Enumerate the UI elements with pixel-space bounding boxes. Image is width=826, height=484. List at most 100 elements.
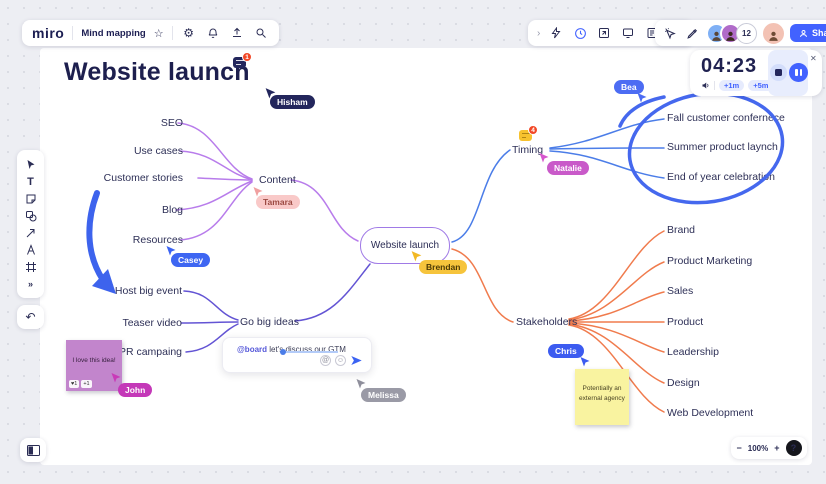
person-icon: [800, 29, 807, 37]
zoom-out-button[interactable]: −: [736, 443, 742, 453]
share-button[interactable]: Share: [790, 24, 826, 42]
user-cursor-melissa: [356, 379, 366, 389]
sticky-reactions: ♥1 +1: [69, 380, 92, 388]
cursor-name-pill: John: [118, 383, 153, 397]
user-cursor-tamara: [253, 187, 263, 197]
expand-chevron-icon[interactable]: ›: [537, 27, 541, 39]
pen-tool[interactable]: [23, 242, 38, 257]
cursor-name-pill: Melissa: [361, 388, 406, 402]
mindmap-node[interactable]: Summer product laynch: [667, 141, 778, 153]
user-cursor-hisham: [265, 88, 276, 99]
timer-clock-icon[interactable]: [572, 25, 588, 41]
board-name[interactable]: Mind mapping: [81, 27, 146, 39]
reaction-chip[interactable]: ♥1: [69, 380, 80, 388]
timer-widget: 04:23 +1m +5m ✕: [690, 50, 822, 96]
comment-mention: @board: [237, 345, 268, 354]
undo-icon: ↶: [25, 310, 36, 324]
select-cursor-tool[interactable]: [23, 157, 38, 172]
timing-comment-icon[interactable]: [519, 130, 532, 141]
avatar-stack[interactable]: 12: [706, 22, 757, 44]
mindmap-node[interactable]: Teaser video: [122, 317, 182, 329]
comment-body: let's discuss our GTM: [267, 345, 346, 354]
mindmap-center-node[interactable]: Website launch: [360, 227, 450, 264]
presentation-icon[interactable]: [620, 25, 636, 41]
settings-gear-icon[interactable]: ⚙: [183, 26, 194, 40]
mindmap-node-content[interactable]: Content: [259, 174, 296, 186]
cursor-name-pill: Natalie: [547, 161, 589, 175]
mindmap-node[interactable]: Blog: [161, 204, 183, 216]
frame-tool[interactable]: [23, 259, 38, 274]
miro-logo[interactable]: miro: [32, 25, 65, 41]
mindmap-node[interactable]: Customer stories: [103, 172, 183, 184]
mindmap-node[interactable]: Design: [667, 377, 700, 389]
mindmap-node[interactable]: Resources: [132, 234, 183, 246]
timer-add-5m-button[interactable]: +5m: [748, 80, 774, 91]
mindmap-node[interactable]: Fall customer confernece: [667, 112, 785, 124]
cursor-name-pill: Casey: [171, 253, 211, 267]
shapes-tool[interactable]: [23, 208, 38, 223]
laser-pointer-icon[interactable]: [662, 25, 678, 41]
mindmap-node[interactable]: Product: [667, 316, 704, 328]
timer-close-icon[interactable]: ✕: [810, 54, 817, 63]
send-icon[interactable]: [350, 354, 363, 367]
comment-draft-text[interactable]: @board let's discuss our GTM: [237, 345, 346, 354]
cursor-name-pill: Bea: [614, 80, 644, 94]
zoom-in-button[interactable]: +: [774, 443, 780, 453]
mindmap-node[interactable]: Sales: [667, 285, 694, 297]
frame-export-icon[interactable]: [596, 25, 612, 41]
mindmap-node[interactable]: SEO: [160, 117, 183, 129]
sticky-note-text: Potentially an external agency: [579, 385, 625, 402]
emoji-icon[interactable]: ☺: [335, 355, 346, 366]
arrow-connector-tool[interactable]: [23, 225, 38, 240]
avatar-current-user[interactable]: [763, 22, 784, 44]
sticky-note-tool[interactable]: [23, 191, 38, 206]
collaborators-count[interactable]: 12: [736, 22, 757, 44]
mindmap-node[interactable]: Use cases: [133, 145, 183, 157]
sticky-note-yellow[interactable]: Potentially an external agency: [575, 369, 629, 425]
mindmap-node[interactable]: PR campaing: [118, 346, 182, 358]
mindmap-node-go-big-ideas[interactable]: Go big ideas: [240, 316, 299, 328]
mindmap-node[interactable]: Leadership: [667, 346, 719, 358]
notifications-bell-icon[interactable]: [205, 25, 221, 41]
toolbar-divider: [72, 26, 74, 40]
timer-pause-button[interactable]: [789, 63, 808, 82]
comment-input-card[interactable]: @board let's discuss our GTM @ ☺: [222, 337, 372, 373]
frames-panel-icon: [26, 444, 40, 456]
favorite-star-icon[interactable]: ☆: [153, 27, 164, 40]
mention-icon[interactable]: @: [320, 355, 331, 366]
pen-marker-icon[interactable]: [684, 25, 700, 41]
user-cursor-casey: [166, 246, 176, 256]
timer-time: 04:23: [701, 55, 758, 77]
reaction-chip[interactable]: +1: [81, 380, 92, 388]
timing-comment-badge: 4: [528, 125, 538, 135]
sticky-note-purple[interactable]: I love this idea! ♥1 +1: [66, 340, 122, 391]
user-cursor-john: [111, 373, 121, 383]
comment-bubble-icon[interactable]: [233, 57, 246, 68]
export-icon[interactable]: [229, 25, 245, 41]
mindmap-node[interactable]: Web Development: [667, 407, 754, 419]
mindmap-node[interactable]: Product Marketing: [667, 255, 753, 267]
timer-stop-button[interactable]: [770, 64, 787, 81]
mindmap-node[interactable]: Brand: [667, 224, 696, 236]
frames-panel-button[interactable]: [20, 438, 46, 462]
timer-add-1m-button[interactable]: +1m: [719, 80, 745, 91]
mindmap-node-timing[interactable]: Timing: [512, 144, 544, 156]
quick-actions-bolt-icon[interactable]: [548, 25, 564, 41]
board-title[interactable]: Website launch: [64, 58, 250, 86]
toolbar-divider: [171, 26, 173, 40]
mindmap-node[interactable]: Host big event: [114, 285, 182, 297]
mindmap-node[interactable]: End of year celebration: [667, 171, 775, 183]
sound-icon[interactable]: [701, 81, 710, 90]
more-tools[interactable]: »: [27, 278, 33, 289]
collaboration-toolbar: 12 Share: [655, 20, 826, 46]
main-toolbar: miro Mind mapping ☆ ⚙: [22, 20, 279, 46]
help-button[interactable]: ?: [785, 440, 802, 456]
text-tool[interactable]: T: [27, 175, 34, 188]
search-icon[interactable]: [253, 25, 269, 41]
cursor-name-pill: Tamara: [256, 195, 300, 209]
share-label: Share: [812, 28, 826, 38]
mindmap-node-stakeholders[interactable]: Stakeholders: [516, 316, 578, 328]
undo-button[interactable]: ↶: [17, 305, 44, 329]
zoom-level[interactable]: 100%: [747, 443, 769, 453]
